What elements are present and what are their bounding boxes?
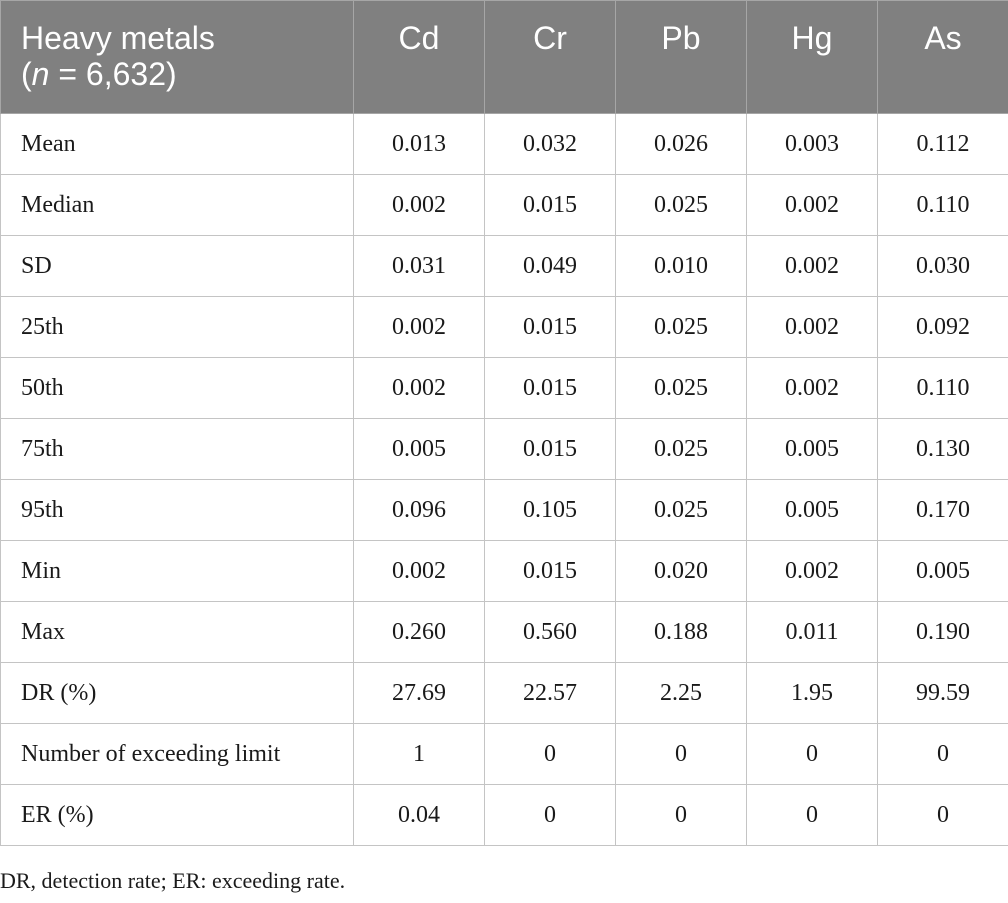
table-row: 95th 0.096 0.105 0.025 0.005 0.170 (0, 479, 1008, 541)
table-row: 50th 0.002 0.015 0.025 0.002 0.110 (0, 357, 1008, 419)
table-cell: 0 (877, 784, 1008, 846)
table-cell: 0.005 (746, 418, 878, 480)
table-cell: 0.031 (353, 235, 485, 297)
table-body: Mean 0.013 0.032 0.026 0.003 0.112 Median 0.002… (0, 113, 1008, 846)
header-hg: Hg (746, 0, 878, 114)
table-row: DR (%) 27.69 22.57 2.25 1.95 99.59 (0, 662, 1008, 724)
table-cell: 0.020 (615, 540, 747, 602)
row-label: 50th (0, 357, 354, 419)
header-as: As (877, 0, 1008, 114)
row-label: 75th (0, 418, 354, 480)
table-cell: 0.190 (877, 601, 1008, 663)
table-cell: 0.049 (484, 235, 616, 297)
table-cell: 0.110 (877, 357, 1008, 419)
table-cell: 0.002 (353, 174, 485, 236)
table-cell: 0.005 (877, 540, 1008, 602)
header-pb: Pb (615, 0, 747, 114)
table-cell: 0.005 (353, 418, 485, 480)
table-cell: 0 (746, 723, 878, 785)
table-cell: 0.010 (615, 235, 747, 297)
table-cell: 0.011 (746, 601, 878, 663)
table-cell: 0.188 (615, 601, 747, 663)
table-cell: 0.105 (484, 479, 616, 541)
table-cell: 0.170 (877, 479, 1008, 541)
heavy-metals-table: Heavy metals (n = 6,632) Cd Cr Pb Hg As … (0, 0, 1008, 846)
table-row: 75th 0.005 0.015 0.025 0.005 0.130 (0, 418, 1008, 480)
table-cell: 0.130 (877, 418, 1008, 480)
table-cell: 0.015 (484, 418, 616, 480)
table-cell: 0.002 (746, 540, 878, 602)
table-row: ER (%) 0.04 0 0 0 0 (0, 784, 1008, 846)
table-cell: 0.025 (615, 418, 747, 480)
table-cell: 0.025 (615, 357, 747, 419)
table-cell: 0.003 (746, 113, 878, 175)
table-cell: 0.015 (484, 296, 616, 358)
table-cell: 0.013 (353, 113, 485, 175)
table-cell: 0.112 (877, 113, 1008, 175)
header-n-symbol: n (31, 56, 50, 92)
header-cr: Cr (484, 0, 616, 114)
row-label: Median (0, 174, 354, 236)
table-row: SD 0.031 0.049 0.010 0.002 0.030 (0, 235, 1008, 297)
row-label: Min (0, 540, 354, 602)
table-cell: 0.110 (877, 174, 1008, 236)
table-row: Max 0.260 0.560 0.188 0.011 0.190 (0, 601, 1008, 663)
table-cell: 0.002 (746, 235, 878, 297)
header-row: Heavy metals (n = 6,632) Cd Cr Pb Hg As (0, 0, 1008, 114)
row-label: ER (%) (0, 784, 354, 846)
row-label: DR (%) (0, 662, 354, 724)
table-cell: 22.57 (484, 662, 616, 724)
table-cell: 0.04 (353, 784, 485, 846)
row-label: SD (0, 235, 354, 297)
table-cell: 0.002 (746, 357, 878, 419)
table-cell: 0.030 (877, 235, 1008, 297)
table-row: Number of exceeding limit 1 0 0 0 0 (0, 723, 1008, 785)
header-paren-open: ( (21, 56, 32, 92)
row-label: Number of exceeding limit (0, 723, 354, 785)
table-cell: 0.025 (615, 296, 747, 358)
table-cell: 0.560 (484, 601, 616, 663)
table-footnote: DR, detection rate; ER: exceeding rate. (0, 868, 346, 893)
table-cell: 0 (746, 784, 878, 846)
table-cell: 27.69 (353, 662, 485, 724)
row-label: 25th (0, 296, 354, 358)
row-label: 95th (0, 479, 354, 541)
table-cell: 0.002 (746, 174, 878, 236)
table-row: Median 0.002 0.015 0.025 0.002 0.110 (0, 174, 1008, 236)
table-cell: 0.092 (877, 296, 1008, 358)
header-heavy-metals: Heavy metals (n = 6,632) (0, 0, 354, 114)
table-cell: 0.002 (353, 540, 485, 602)
row-label: Mean (0, 113, 354, 175)
row-label: Max (0, 601, 354, 663)
header-cd: Cd (353, 0, 485, 114)
table-row: Mean 0.013 0.032 0.026 0.003 0.112 (0, 113, 1008, 175)
table-cell: 1 (353, 723, 485, 785)
table-cell: 0.002 (353, 357, 485, 419)
table-cell: 2.25 (615, 662, 747, 724)
table-cell: 0.015 (484, 357, 616, 419)
table-row: 25th 0.002 0.015 0.025 0.002 0.092 (0, 296, 1008, 358)
header-title-line1: Heavy metals (21, 20, 215, 56)
table-cell: 99.59 (877, 662, 1008, 724)
heavy-metals-table-container: Heavy metals (n = 6,632) Cd Cr Pb Hg As … (0, 0, 1008, 846)
table-cell: 0 (877, 723, 1008, 785)
header-sample-size: = 6,632) (49, 56, 177, 92)
table-cell: 0.002 (353, 296, 485, 358)
table-cell: 0.002 (746, 296, 878, 358)
table-cell: 0.015 (484, 174, 616, 236)
table-cell: 0.015 (484, 540, 616, 602)
table-cell: 0.096 (353, 479, 485, 541)
table-cell: 0 (484, 723, 616, 785)
table-cell: 0 (615, 723, 747, 785)
table-cell: 0.025 (615, 479, 747, 541)
table-cell: 1.95 (746, 662, 878, 724)
table-cell: 0.025 (615, 174, 747, 236)
table-cell: 0.005 (746, 479, 878, 541)
table-cell: 0.032 (484, 113, 616, 175)
table-cell: 0 (615, 784, 747, 846)
table-row: Min 0.002 0.015 0.020 0.002 0.005 (0, 540, 1008, 602)
table-cell: 0.260 (353, 601, 485, 663)
table-cell: 0.026 (615, 113, 747, 175)
table-cell: 0 (484, 784, 616, 846)
